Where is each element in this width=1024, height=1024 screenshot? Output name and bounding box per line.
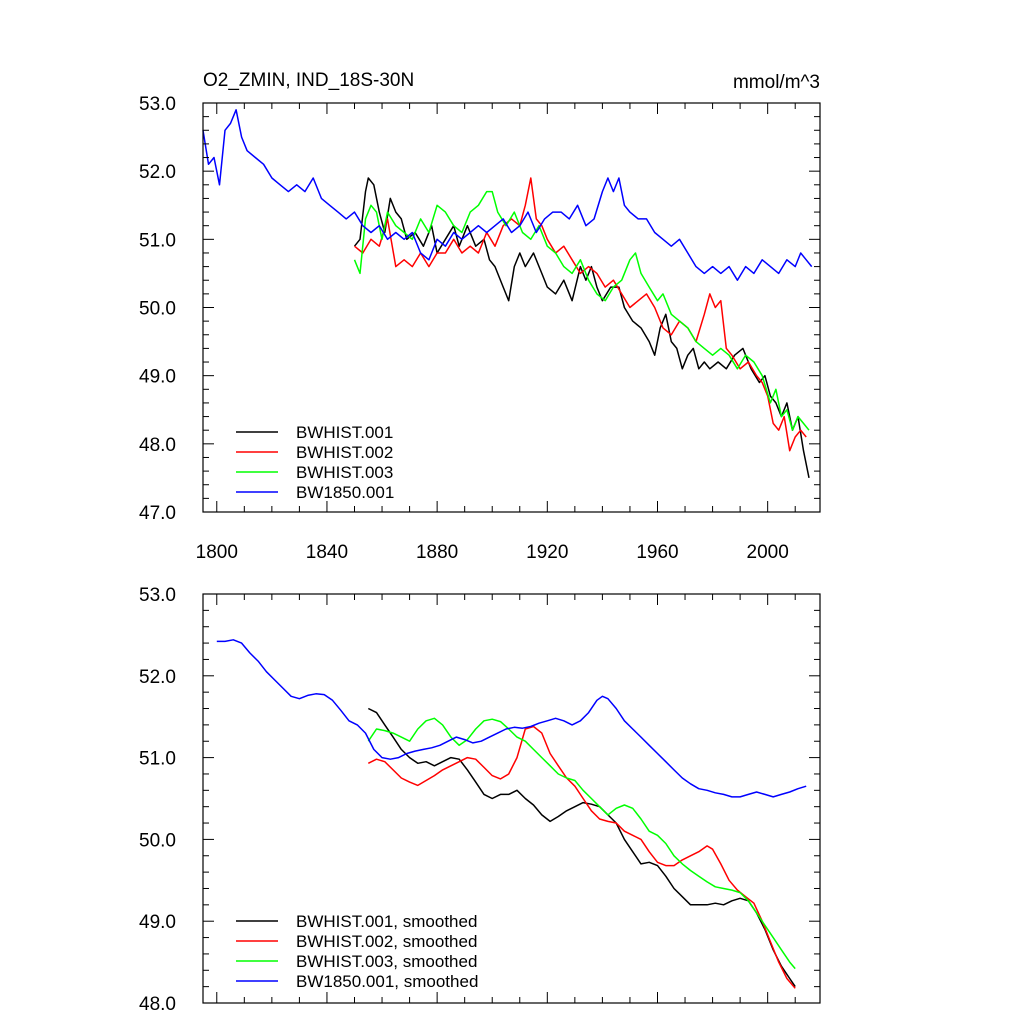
bottom-panel: 48.0 49.0 50.0 51.0 52.0 53.0 BWHIST.001, smo… xyxy=(139,585,821,1015)
y-tick-label: 53.0 xyxy=(139,94,176,115)
y-tick-label: 52.0 xyxy=(139,162,176,183)
x-tick-label: 2000 xyxy=(747,542,789,563)
legend-label: BWHIST.001 xyxy=(296,423,393,442)
y-tick-label: 48.0 xyxy=(139,435,176,456)
legend-label: BWHIST.003 xyxy=(296,463,393,482)
series-line-2 xyxy=(354,177,807,452)
axes-bottom: 48.0 49.0 50.0 51.0 52.0 53.0 xyxy=(139,585,821,1015)
legend-label: BWHIST.003, smoothed xyxy=(296,952,477,971)
y-tick-label: 51.0 xyxy=(139,749,176,770)
x-tick-label: 1840 xyxy=(306,542,348,563)
top-panel: O2_ZMIN, IND_18S-30N mmol/m^3 1800 1840 18… xyxy=(139,70,821,563)
y-tick-label: 48.0 xyxy=(139,994,176,1015)
axes-top: 1800 1840 1880 1920 1960 2000 47.0 48.0 49.0 50.0… xyxy=(139,94,821,563)
units-label: mmol/m^3 xyxy=(733,72,820,93)
legend-label: BW1850.001 xyxy=(296,483,394,502)
series-line-1 xyxy=(353,177,810,479)
legend-label: BWHIST.002, smoothed xyxy=(296,932,477,951)
legend-label: BWHIST.002 xyxy=(296,443,393,462)
legend-label: BW1850.001, smoothed xyxy=(296,972,478,991)
y-tick-label: 47.0 xyxy=(139,503,176,524)
series-line-4 xyxy=(216,639,807,798)
y-tick-label: 49.0 xyxy=(139,367,176,388)
y-tick-label: 50.0 xyxy=(139,299,176,320)
series-line-4 xyxy=(202,109,813,281)
y-tick-label: 53.0 xyxy=(139,585,176,606)
chart-title: O2_ZMIN, IND_18S-30N xyxy=(203,70,414,91)
y-tick-label: 50.0 xyxy=(139,830,176,851)
y-tick-label: 51.0 xyxy=(139,230,176,251)
legend-label: BWHIST.001, smoothed xyxy=(296,912,477,931)
series-group-top xyxy=(202,109,813,479)
x-tick-label: 1920 xyxy=(526,542,568,563)
x-tick-label: 1800 xyxy=(196,542,238,563)
series-line-1 xyxy=(367,707,796,988)
series-line-3 xyxy=(353,190,810,431)
x-tick-label: 1880 xyxy=(416,542,458,563)
series-group-bottom xyxy=(216,639,807,989)
y-tick-label: 49.0 xyxy=(139,912,176,933)
y-tick-label: 52.0 xyxy=(139,667,176,688)
x-tick-label: 1960 xyxy=(636,542,678,563)
series-line-2 xyxy=(367,725,796,989)
plot-frame xyxy=(202,593,821,1004)
series-line-3 xyxy=(367,717,796,970)
